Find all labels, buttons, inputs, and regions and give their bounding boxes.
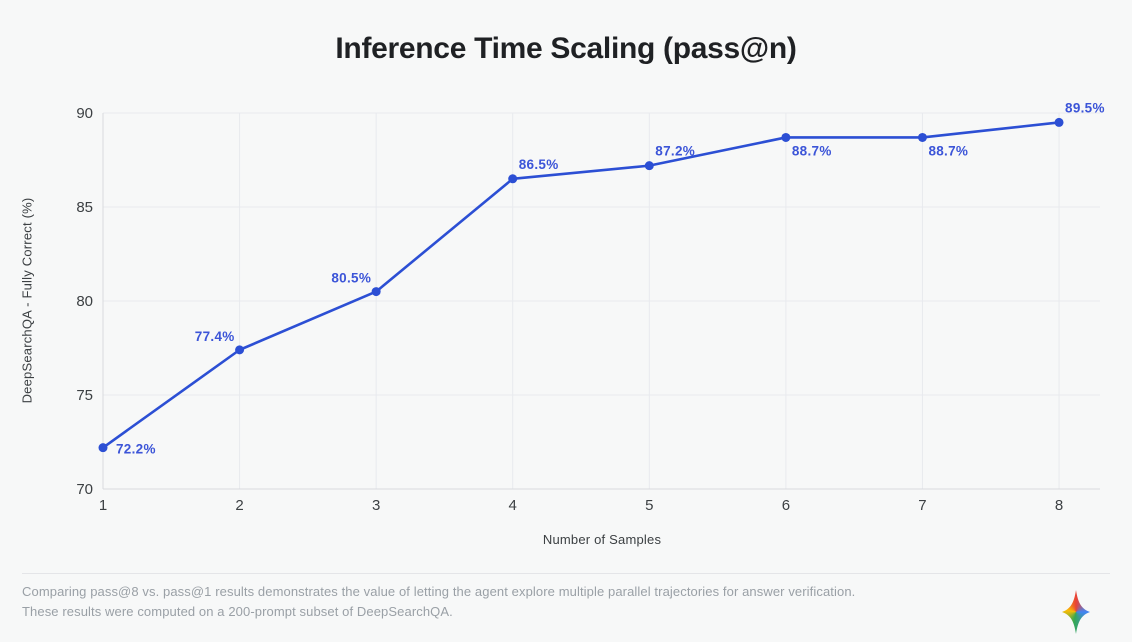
- footer-caption: Comparing pass@8 vs. pass@1 results demo…: [22, 582, 1032, 622]
- data-point-label: 77.4%: [195, 329, 235, 344]
- data-point-label: 80.5%: [331, 271, 371, 286]
- data-point: [508, 174, 518, 184]
- y-axis-title: DeepSearchQA - Fully Correct (%): [19, 197, 35, 404]
- x-tick-label: 7: [918, 497, 926, 514]
- footer-caption-line1: Comparing pass@8 vs. pass@1 results demo…: [22, 584, 856, 599]
- data-point: [644, 161, 654, 171]
- data-point-label: 88.7%: [792, 143, 832, 158]
- data-point: [371, 287, 381, 297]
- series-line: [101, 121, 1061, 449]
- data-point: [917, 132, 927, 142]
- x-tick-label: 3: [372, 497, 380, 514]
- data-point: [1054, 117, 1064, 127]
- x-tick-label: 8: [1055, 497, 1063, 514]
- x-tick-label: 1: [99, 497, 107, 514]
- data-point-label: 89.5%: [1065, 100, 1105, 115]
- y-tick-label: 70: [76, 481, 93, 498]
- data-point: [235, 345, 245, 355]
- data-point-label: 86.5%: [519, 157, 559, 172]
- x-tick-label: 6: [782, 497, 790, 514]
- data-point-label: 87.2%: [655, 144, 695, 159]
- y-tick-label: 90: [76, 105, 93, 122]
- y-tick-label: 85: [76, 199, 93, 216]
- footer-caption-line2: These results were computed on a 200-pro…: [22, 604, 453, 619]
- data-point-label: 88.7%: [928, 143, 968, 158]
- data-point: [781, 132, 791, 142]
- x-tick-label: 5: [645, 497, 653, 514]
- y-tick-label: 80: [76, 293, 93, 310]
- data-point-label: 72.2%: [116, 442, 156, 457]
- x-tick-label: 2: [235, 497, 243, 514]
- x-tick-label: 4: [509, 497, 517, 514]
- y-tick-label: 75: [76, 387, 93, 404]
- data-point: [98, 443, 108, 453]
- x-axis-title: Number of Samples: [542, 532, 662, 547]
- chart-title: Inference Time Scaling (pass@n): [335, 32, 797, 65]
- footer-divider: [22, 573, 1110, 574]
